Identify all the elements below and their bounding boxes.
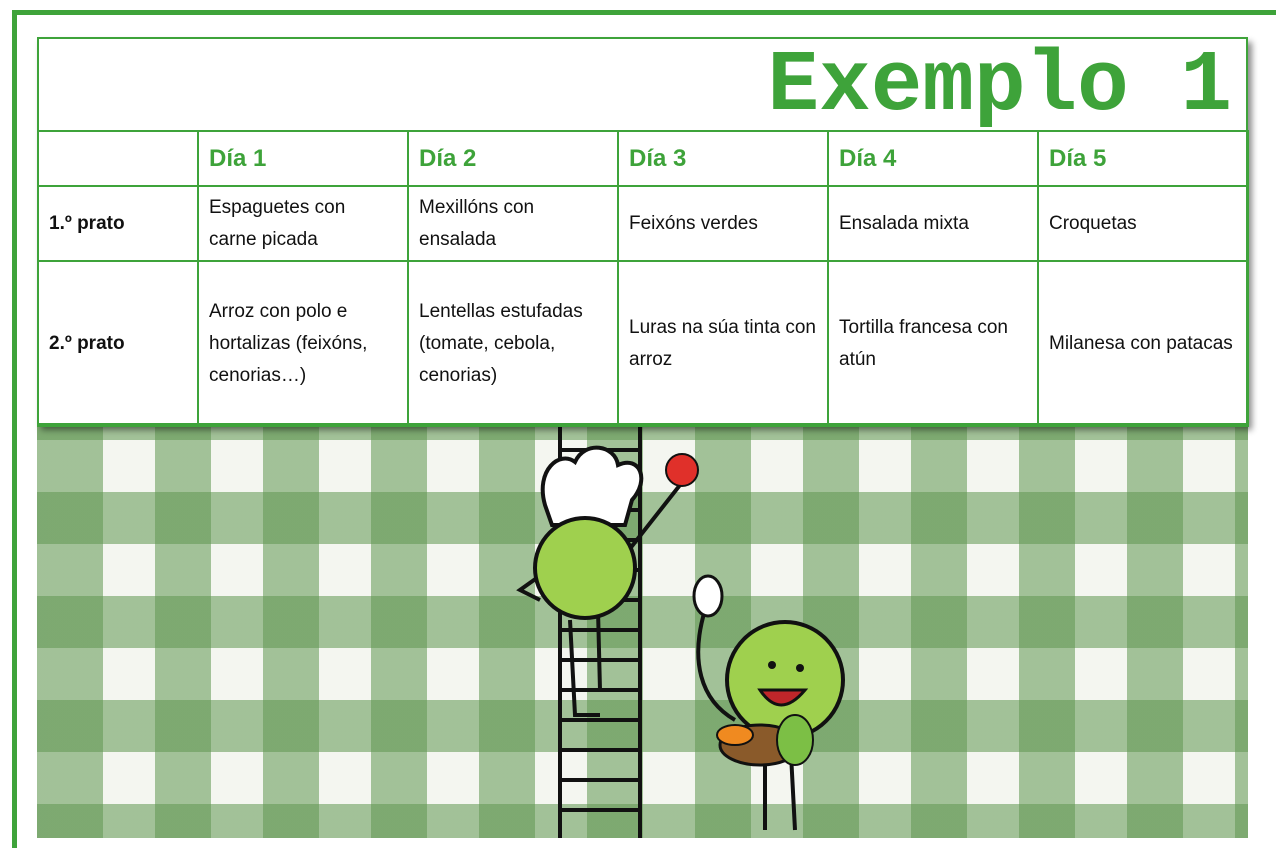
dish-cell: Milanesa con patacas bbox=[1037, 260, 1249, 427]
menu-table: Día 1 Día 2 Día 3 Día 4 Día 5 1.º prato Espagu… bbox=[37, 130, 1249, 427]
course-label: 2.º prato bbox=[37, 260, 199, 427]
course-row: 1.º prato Espaguetes con carne picada Mexi… bbox=[37, 185, 1249, 262]
dish-cell: Espaguetes con carne picada bbox=[197, 185, 409, 262]
course-row: 2.º prato Arroz con polo e hortalizas (fe… bbox=[37, 260, 1249, 427]
dish-cell: Lentellas estufadas (tomate, cebola, cen… bbox=[407, 260, 619, 427]
title: Exemplo 1 bbox=[767, 37, 1232, 135]
dish-cell: Ensalada mixta bbox=[827, 185, 1039, 262]
chef-character bbox=[516, 445, 699, 717]
dish-cell: Croquetas bbox=[1037, 185, 1249, 262]
course-label: 1.º prato bbox=[37, 185, 199, 262]
frame bbox=[12, 10, 1276, 848]
day-header: Día 3 bbox=[617, 130, 829, 187]
dish-cell: Luras na súa tinta con arroz bbox=[617, 260, 829, 427]
dish-cell: Tortilla francesa con atún bbox=[827, 260, 1039, 427]
day-header: Día 4 bbox=[827, 130, 1039, 187]
menu-card: Exemplo 1 Día 1 Día 2 Día 3 Día 4 Día 5 1.º p… bbox=[37, 37, 1249, 427]
day-header: Día 2 bbox=[407, 130, 619, 187]
tablecloth bbox=[37, 420, 1248, 838]
dish-cell: Mexillóns con ensalada bbox=[407, 185, 619, 262]
second-character bbox=[692, 574, 845, 831]
corner-cell bbox=[37, 130, 199, 187]
dish-cell: Arroz con polo e hortalizas (feixóns, ce… bbox=[197, 260, 409, 427]
header-row: Día 1 Día 2 Día 3 Día 4 Día 5 bbox=[37, 130, 1249, 187]
day-header: Día 1 bbox=[197, 130, 409, 187]
day-header: Día 5 bbox=[1037, 130, 1249, 187]
dish-cell: Feixóns verdes bbox=[617, 185, 829, 262]
